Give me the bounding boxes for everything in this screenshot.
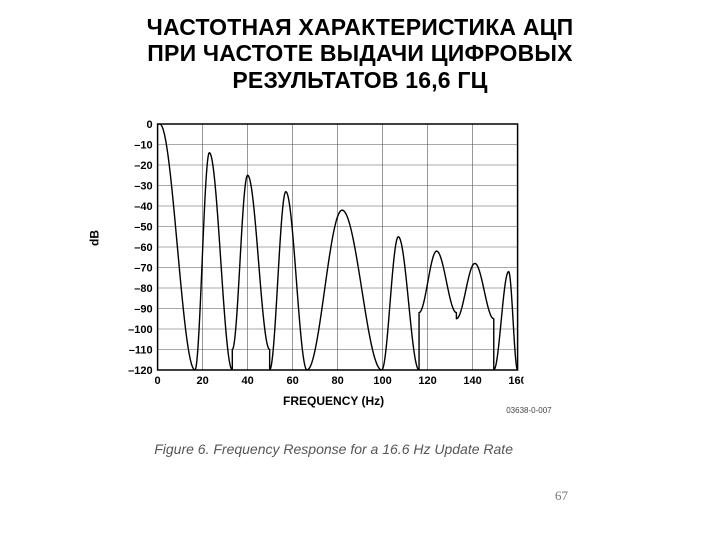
figure-caption: Figure 6. Frequency Response for a 16.6 … [114, 441, 554, 457]
svg-text:–80: –80 [134, 283, 152, 295]
slide-title: ЧАСТОТНАЯ ХАРАКТЕРИСТИКА АЦП ПРИ ЧАСТОТЕ… [0, 0, 720, 99]
svg-text:–40: –40 [134, 201, 152, 213]
svg-text:–120: –120 [128, 365, 152, 377]
svg-text:0: 0 [155, 375, 161, 387]
title-line-2: ПРИ ЧАСТОТЕ ВЫДАЧИ ЦИФРОВЫХ [147, 40, 572, 66]
svg-text:–70: –70 [134, 263, 152, 275]
svg-text:–30: –30 [134, 181, 152, 193]
svg-text:–110: –110 [129, 345, 153, 357]
svg-text:–50: –50 [134, 222, 152, 234]
svg-text:160: 160 [508, 375, 523, 387]
svg-text:0: 0 [146, 119, 152, 131]
y-axis-label: dB [88, 230, 102, 246]
svg-text:–10: –10 [134, 140, 152, 152]
page-number: 67 [555, 488, 568, 504]
title-line-1: ЧАСТОТНАЯ ХАРАКТЕРИСТИКА АЦП [147, 14, 574, 40]
svg-text:120: 120 [418, 375, 436, 387]
svg-text:60: 60 [286, 375, 298, 387]
svg-text:–100: –100 [128, 324, 152, 336]
svg-text:80: 80 [331, 375, 343, 387]
title-line-3: РЕЗУЛЬТАТОВ 16,6 ГЦ [232, 67, 487, 93]
svg-text:40: 40 [241, 375, 253, 387]
slide: ЧАСТОТНАЯ ХАРАКТЕРИСТИКА АЦП ПРИ ЧАСТОТЕ… [0, 0, 720, 540]
svg-text:20: 20 [196, 375, 208, 387]
svg-text:–60: –60 [134, 242, 152, 254]
svg-text:100: 100 [373, 375, 391, 387]
svg-text:140: 140 [463, 375, 481, 387]
frequency-response-chart: 0 –10 –20 –30 –40 –50 –60 –70 –80 –90 –100 –110 –120… [114, 116, 524, 392]
svg-text:–20: –20 [134, 160, 152, 172]
svg-text:–90: –90 [134, 304, 152, 316]
chart-container: dB 0–10–20–30–40–50–60–70–80–90–100–110–… [114, 116, 554, 457]
